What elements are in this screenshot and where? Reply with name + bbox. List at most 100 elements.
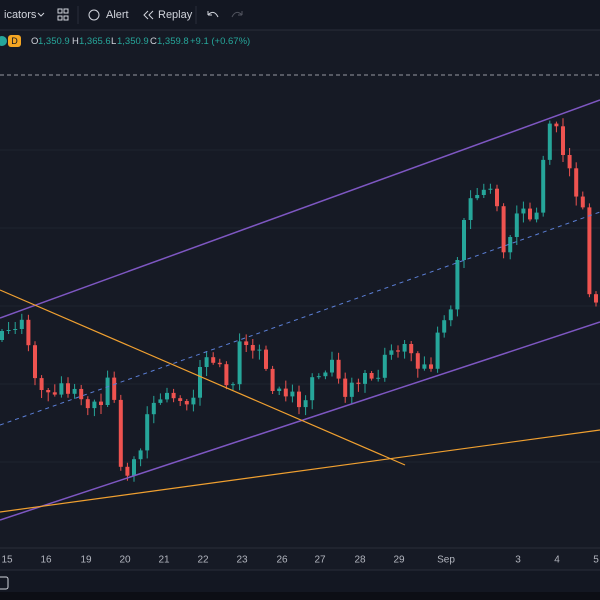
candle-body xyxy=(211,357,216,363)
candle-body xyxy=(310,377,315,401)
layout-icon xyxy=(63,15,69,21)
candle-body xyxy=(389,350,394,355)
candle-body xyxy=(6,330,11,331)
candle-body xyxy=(481,189,486,195)
time-label: Sep xyxy=(437,555,455,566)
alert-icon[interactable] xyxy=(88,9,100,21)
time-label: 20 xyxy=(119,555,131,566)
replay-button[interactable]: Replay xyxy=(158,9,193,21)
time-label: 19 xyxy=(80,555,92,566)
candle-body xyxy=(138,450,143,460)
candle-body xyxy=(561,126,565,155)
channel-upper[interactable] xyxy=(0,99,600,319)
layout-icon[interactable] xyxy=(57,8,63,14)
candle-body xyxy=(402,344,407,352)
low-label: L xyxy=(111,36,116,47)
candle-body xyxy=(349,382,354,397)
low-value: 1,350.9 xyxy=(117,36,149,47)
candle-body xyxy=(26,319,31,346)
trend-line[interactable] xyxy=(0,429,600,513)
time-label: 28 xyxy=(354,555,366,566)
candle-body xyxy=(316,376,321,378)
layout-icon xyxy=(57,15,63,21)
calendar-icon[interactable] xyxy=(0,576,9,590)
candle-body xyxy=(468,198,473,220)
candle-body xyxy=(429,364,433,369)
close-value: 1,359.8 xyxy=(157,36,189,47)
status-dot xyxy=(0,36,7,46)
candle-body xyxy=(501,206,506,253)
candle-body xyxy=(336,359,341,379)
candle-body xyxy=(118,399,123,467)
alert-button[interactable]: Alert xyxy=(106,9,129,21)
candle-body xyxy=(422,364,427,369)
time-label: 3 xyxy=(515,555,521,566)
candle-body xyxy=(66,383,70,394)
trend-line[interactable] xyxy=(0,289,406,466)
frame xyxy=(0,592,600,600)
channel-middle[interactable] xyxy=(0,211,600,426)
candle-body xyxy=(46,390,51,393)
candle-body xyxy=(224,364,229,386)
candle-body xyxy=(396,350,400,352)
open-label: O xyxy=(31,36,38,47)
time-label: 29 xyxy=(393,555,405,566)
candle-body xyxy=(415,353,420,369)
candle-body xyxy=(290,391,295,397)
candle-body xyxy=(165,392,169,400)
candle-body xyxy=(363,373,367,384)
time-label: 23 xyxy=(236,555,248,566)
candle-body xyxy=(171,392,176,399)
candle-body xyxy=(547,123,552,160)
candle-body xyxy=(330,359,334,373)
high-value: 1,365.6 xyxy=(79,36,111,47)
candle-body xyxy=(264,349,268,369)
time-label: 5 xyxy=(593,555,599,566)
channel-lower[interactable] xyxy=(0,321,600,521)
candles xyxy=(0,118,598,482)
time-label: 21 xyxy=(158,555,170,566)
candle-body xyxy=(574,168,579,197)
candle-body xyxy=(369,373,374,379)
candle-body xyxy=(442,320,447,333)
candle-body xyxy=(59,383,64,395)
candle-body xyxy=(376,377,381,379)
candle-body xyxy=(19,319,24,329)
candle-body xyxy=(198,367,202,398)
candle-body xyxy=(508,237,513,253)
open-value: 1,350.9 xyxy=(38,36,70,47)
toolbar xyxy=(0,0,600,30)
time-label: 15 xyxy=(1,555,13,566)
candle-body xyxy=(448,309,453,321)
replay-icon[interactable] xyxy=(143,10,154,20)
time-label: 26 xyxy=(276,555,288,566)
candle-body xyxy=(85,399,90,409)
candle-body xyxy=(462,220,466,260)
candle-body xyxy=(270,368,275,391)
grid xyxy=(0,149,600,463)
undo-button[interactable] xyxy=(207,11,219,18)
redo-button[interactable] xyxy=(231,11,243,18)
interval-badge xyxy=(8,35,21,47)
candle-body xyxy=(554,123,559,127)
candle-body xyxy=(231,384,235,386)
candle-body xyxy=(33,345,37,379)
candle-body xyxy=(257,349,262,351)
candle-body xyxy=(217,362,222,365)
candle-body xyxy=(244,341,249,345)
candle-body xyxy=(409,344,414,354)
time-label: 4 xyxy=(554,555,560,566)
high-label: H xyxy=(72,36,79,47)
candle-body xyxy=(72,388,77,394)
dropdown-icon[interactable] xyxy=(37,12,45,17)
candle-body xyxy=(323,372,328,377)
candle-body xyxy=(343,378,348,397)
time-axis: 15 16 19 20 21 22 23 26 27 28 29 Sep 3 4 5 xyxy=(1,555,599,566)
candle-body xyxy=(178,398,183,401)
candle-body xyxy=(475,195,480,199)
indicators-button[interactable]: icators xyxy=(4,9,37,21)
candle-body xyxy=(125,466,130,476)
candle-body xyxy=(580,196,585,208)
time-label: 22 xyxy=(197,555,209,566)
